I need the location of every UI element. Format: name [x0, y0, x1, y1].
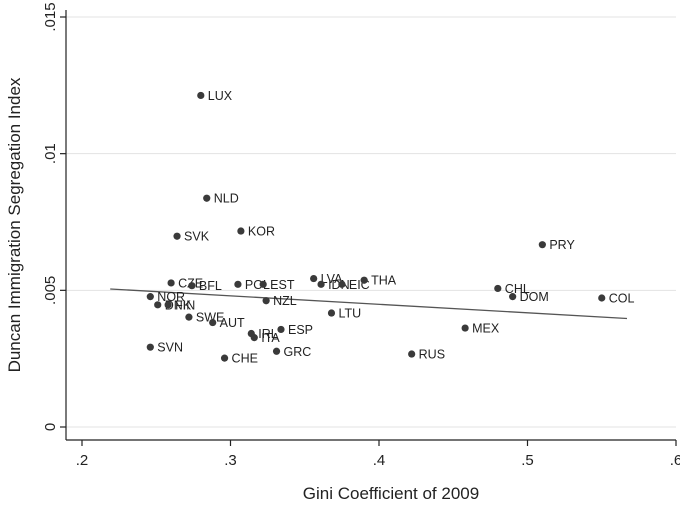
point-label: DNK: [165, 298, 192, 312]
point-label: IRL: [258, 327, 278, 341]
data-point: [360, 276, 368, 284]
data-point: [220, 354, 229, 362]
data-point: [164, 301, 172, 309]
point-label: RUS: [419, 348, 445, 362]
point-label: COL: [609, 291, 635, 305]
data-point: [209, 318, 217, 327]
data-point: [146, 293, 154, 301]
data-point: [277, 325, 285, 334]
data-point: [408, 350, 416, 358]
point-label: SVK: [184, 230, 210, 244]
point-label: LVA: [321, 272, 343, 286]
x-tick-label: .2: [76, 452, 89, 469]
point-label: THA: [371, 274, 397, 288]
point-label: NZL: [273, 294, 297, 308]
data-points: LUXNLDKORSVKPRYCZEBFLPOLESTLVAIDNEICTHAC…: [146, 89, 635, 366]
axis-ticks: 0 .005 .01 .015 .2 .3 .4 .5 .6: [42, 2, 680, 469]
point-label: FIN: [175, 298, 195, 312]
data-point: [310, 274, 318, 283]
data-point: [338, 280, 346, 288]
gridlines: [66, 16, 676, 428]
data-point: [494, 284, 502, 293]
point-label: AUT: [220, 316, 245, 330]
data-point: [154, 301, 162, 309]
point-label: ESP: [288, 323, 313, 337]
data-point: [509, 293, 517, 301]
data-point: [259, 280, 267, 288]
point-label: NOR: [157, 290, 185, 304]
y-tick-label: .005: [42, 276, 59, 305]
data-point: [237, 227, 245, 235]
data-point: [250, 334, 258, 342]
data-point: [317, 280, 325, 288]
fit-line: [110, 288, 628, 320]
point-label: BFL: [199, 279, 222, 293]
data-point: [598, 294, 606, 302]
point-label: SVN: [157, 341, 183, 355]
x-tick-label: .6: [670, 452, 680, 469]
data-point: [188, 282, 196, 290]
point-label: PRY: [549, 238, 575, 252]
point-label: GRC: [284, 345, 312, 359]
data-point: [461, 324, 469, 332]
data-point: [167, 279, 175, 287]
data-point: [234, 280, 242, 288]
point-label: CHE: [232, 352, 258, 366]
point-label: LUX: [208, 89, 233, 103]
y-axis-title: Duncan Immigration Segregation Index: [5, 77, 24, 372]
point-label: DOM: [520, 290, 549, 304]
x-axis-title: Gini Coefficient of 2009: [303, 484, 479, 503]
point-label: CHL: [505, 282, 530, 296]
x-tick-label: .5: [521, 452, 534, 469]
y-tick-label: .015: [42, 2, 59, 31]
x-tick-label: .3: [224, 452, 237, 469]
y-tick-label: .01: [42, 143, 59, 164]
data-point: [203, 194, 211, 202]
y-tick-label: 0: [42, 423, 59, 431]
data-point: [146, 343, 154, 351]
x-tick-label: .4: [373, 452, 386, 469]
point-label: EST: [270, 278, 295, 292]
point-label: NLD: [214, 192, 239, 206]
data-point: [272, 347, 281, 355]
data-point: [173, 232, 181, 240]
point-label: SWE: [196, 311, 224, 325]
point-label: ITA: [261, 331, 280, 345]
point-label: KOR: [248, 225, 275, 239]
data-point: [197, 91, 205, 100]
data-point: [262, 297, 270, 305]
data-point: [538, 241, 546, 249]
data-point: [185, 313, 193, 321]
point-label: MEX: [472, 322, 500, 336]
data-point: [327, 309, 336, 317]
point-label: LTU: [338, 307, 361, 321]
